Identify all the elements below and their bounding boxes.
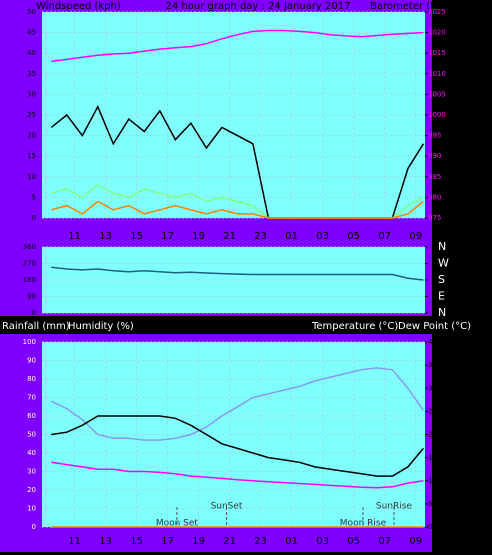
y2-tick-label: 995 <box>428 132 441 140</box>
axis-label: Humidity (%) <box>68 321 134 332</box>
event-label: Moon Rise <box>340 519 387 529</box>
series-line <box>51 29 424 63</box>
x-tick-label: 03 <box>316 231 329 242</box>
x-tick-label: 19 <box>192 231 205 242</box>
y2-tick-label: 985 <box>428 173 441 181</box>
x-tick-label: 11 <box>68 536 81 547</box>
x-tick-label: 13 <box>99 536 112 547</box>
y2-tick-label: N <box>438 306 446 319</box>
x-tick-label: 15 <box>130 231 143 242</box>
event-label: Moon Set <box>156 519 199 529</box>
series-line <box>50 367 425 441</box>
y2-tick-label: S <box>438 273 445 286</box>
x-tick-label: 09 <box>409 231 422 242</box>
y-tick-label: 270 <box>23 260 36 268</box>
y-tick-label: 180 <box>23 276 36 284</box>
y-tick-label: 40 <box>27 449 36 457</box>
y2-tick-label: 1020 <box>428 29 446 37</box>
y2-tick-label: 1010 <box>428 70 446 78</box>
y-tick-label: 30 <box>27 90 36 98</box>
chart-title: 24 hour graph day : 24 January 2017 <box>166 1 351 12</box>
x-tick-label: 03 <box>316 536 329 547</box>
y2-tick-label: 1015 <box>428 49 446 57</box>
y-tick-label: 50 <box>27 431 36 439</box>
series-line <box>51 266 424 281</box>
series-line <box>51 415 424 477</box>
x-tick-label: 07 <box>378 536 391 547</box>
y-tick-label: 70 <box>27 394 36 402</box>
x-tick-label: 11 <box>68 231 81 242</box>
y2-tick-label: W <box>438 257 449 270</box>
y-tick-label: 30 <box>27 468 36 476</box>
y-tick-label: 35 <box>27 70 36 78</box>
y-tick-label: 10 <box>27 173 36 181</box>
y2-tick-label: 30 <box>428 384 437 392</box>
x-tick-label: 15 <box>130 536 143 547</box>
series-line <box>51 461 424 489</box>
y-tick-label: 10 <box>27 505 36 513</box>
axis-label: Rainfall (mm) <box>2 321 70 332</box>
x-tick-label: 17 <box>161 231 174 242</box>
series-line <box>51 200 424 219</box>
x-tick-label: 17 <box>161 536 174 547</box>
y2-tick-label: 10 <box>428 477 437 485</box>
y2-tick-label: 1000 <box>428 111 446 119</box>
y-tick-label: 40 <box>27 49 36 57</box>
y2-tick-label: 1005 <box>428 90 446 98</box>
y-tick-label: 100 <box>23 338 36 346</box>
y2-tick-label: 40 <box>428 338 437 346</box>
y2-tick-label: 0 <box>428 523 432 531</box>
y2-tick-label: 975 <box>428 214 441 222</box>
x-tick-label: 05 <box>347 231 360 242</box>
y2-tick-label: 990 <box>428 152 441 160</box>
x-tick-label: 01 <box>285 231 298 242</box>
y-tick-label: 5 <box>32 193 36 201</box>
x-tick-label: 23 <box>254 231 267 242</box>
axis-label: Windspeed (kph) <box>36 1 121 12</box>
x-tick-label: 23 <box>254 536 267 547</box>
x-tick-label: 05 <box>347 536 360 547</box>
y2-tick-label: 5 <box>428 500 432 508</box>
y-tick-label: 0 <box>32 214 36 222</box>
x-tick-label: 01 <box>285 536 298 547</box>
x-tick-label: 21 <box>223 231 236 242</box>
x-tick-label: 07 <box>378 231 391 242</box>
y-tick-label: 90 <box>27 357 36 365</box>
axis-label: Dew Point (°C) <box>398 321 471 332</box>
y-tick-label: 45 <box>27 29 36 37</box>
y2-tick-label: 15 <box>428 454 437 462</box>
x-tick-label: 09 <box>409 536 422 547</box>
y2-tick-label: 1025 <box>428 8 446 16</box>
y-tick-label: 80 <box>27 375 36 383</box>
x-tick-label: 13 <box>99 231 112 242</box>
x-tick-label: 19 <box>192 536 205 547</box>
y-tick-label: 25 <box>27 111 36 119</box>
y2-tick-label: 35 <box>428 361 437 369</box>
y-tick-label: 20 <box>27 132 36 140</box>
event-label: SunRise <box>376 502 413 512</box>
y-tick-label: 50 <box>27 8 36 16</box>
axis-label: Temperature (°C) <box>311 321 398 332</box>
plot-area <box>42 12 425 218</box>
y-tick-label: 90 <box>27 293 36 301</box>
plot-area <box>42 247 425 313</box>
y-tick-label: 0 <box>32 523 36 531</box>
y2-tick-label: N <box>438 240 446 253</box>
y-tick-label: 0 <box>32 309 36 317</box>
x-tick-label: 21 <box>223 536 236 547</box>
y2-tick-label: 980 <box>428 193 441 201</box>
y2-tick-label: 20 <box>428 431 437 439</box>
event-label: SunSet <box>211 502 243 512</box>
y2-tick-label: E <box>438 290 445 303</box>
y-tick-label: 60 <box>27 412 36 420</box>
y-tick-label: 20 <box>27 486 36 494</box>
y-tick-label: 360 <box>23 243 36 251</box>
axis-label: Barometer (hpa) <box>370 1 453 12</box>
y-tick-label: 15 <box>27 152 36 160</box>
y2-tick-label: 25 <box>428 407 437 415</box>
